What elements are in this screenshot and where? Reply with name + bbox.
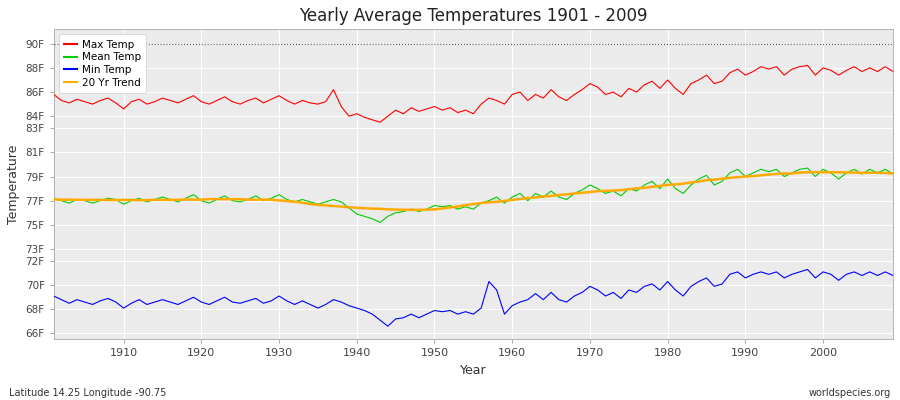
Text: Latitude 14.25 Longitude -90.75: Latitude 14.25 Longitude -90.75	[9, 388, 166, 398]
X-axis label: Year: Year	[460, 364, 487, 377]
Legend: Max Temp, Mean Temp, Min Temp, 20 Yr Trend: Max Temp, Mean Temp, Min Temp, 20 Yr Tre…	[58, 34, 146, 93]
Title: Yearly Average Temperatures 1901 - 2009: Yearly Average Temperatures 1901 - 2009	[299, 7, 648, 25]
Y-axis label: Temperature: Temperature	[7, 145, 20, 224]
Text: worldspecies.org: worldspecies.org	[809, 388, 891, 398]
